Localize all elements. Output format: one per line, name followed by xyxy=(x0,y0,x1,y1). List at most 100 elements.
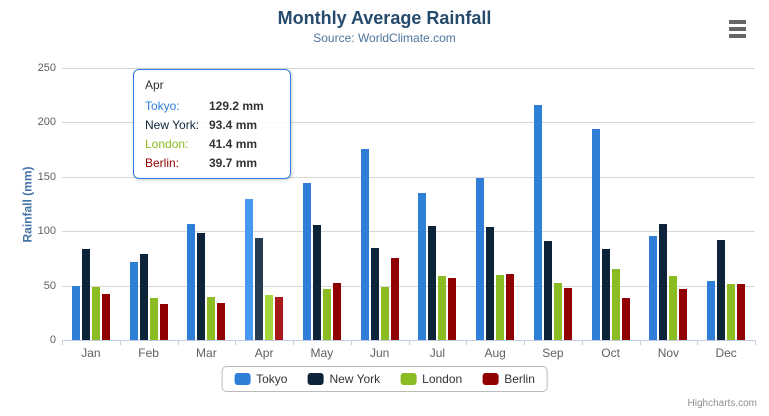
plot-area xyxy=(62,68,755,340)
bar-berlin-jan[interactable] xyxy=(101,293,110,340)
x-axis-label-jan: Jan xyxy=(81,346,101,360)
legend-label-tokyo: Tokyo xyxy=(256,372,288,386)
bar-new-york-aug[interactable] xyxy=(486,226,495,340)
bar-berlin-sep[interactable] xyxy=(563,288,572,340)
x-axis-tick xyxy=(524,340,525,345)
y-axis-label-200: 200 xyxy=(37,116,56,129)
bar-london-may[interactable] xyxy=(322,288,331,340)
bar-new-york-feb[interactable] xyxy=(139,254,148,340)
month-group-jun xyxy=(351,68,409,340)
y-axis-label-50: 50 xyxy=(43,279,56,292)
gridline-100 xyxy=(62,231,755,233)
month-group-nov xyxy=(640,68,698,340)
bar-london-dec[interactable] xyxy=(727,284,736,340)
y-axis-label-250: 250 xyxy=(37,62,56,74)
legend-item-tokyo[interactable]: Tokyo xyxy=(234,372,287,386)
month-group-apr xyxy=(235,68,293,340)
bar-tokyo-may[interactable] xyxy=(302,183,311,340)
bar-tokyo-feb[interactable] xyxy=(129,262,138,340)
bar-berlin-dec[interactable] xyxy=(737,284,746,340)
bar-new-york-may[interactable] xyxy=(312,224,321,340)
bar-new-york-mar[interactable] xyxy=(197,232,206,340)
bar-new-york-dec[interactable] xyxy=(717,239,726,340)
credits-link[interactable]: Highcharts.com xyxy=(687,398,757,409)
x-axis-label-feb: Feb xyxy=(138,346,159,360)
month-group-mar xyxy=(178,68,236,340)
bar-new-york-jan[interactable] xyxy=(81,249,90,340)
bar-tokyo-aug[interactable] xyxy=(476,178,485,340)
bar-berlin-oct[interactable] xyxy=(621,297,630,340)
bar-london-mar[interactable] xyxy=(207,297,216,340)
bar-tokyo-nov[interactable] xyxy=(649,236,658,340)
gridline-200 xyxy=(62,122,755,124)
legend-item-berlin[interactable]: Berlin xyxy=(482,372,535,386)
month-group-oct xyxy=(582,68,640,340)
month-group-may xyxy=(293,68,351,340)
bar-new-york-jun[interactable] xyxy=(370,248,379,340)
bar-tokyo-mar[interactable] xyxy=(187,224,196,340)
chart-title: Monthly Average Rainfall xyxy=(277,8,492,28)
x-axis-label-aug: Aug xyxy=(484,346,506,360)
x-axis-tick xyxy=(62,340,63,345)
legend-swatch-tokyo xyxy=(234,373,251,385)
y-axis-label-100: 100 xyxy=(37,225,56,238)
legend-label-london: London xyxy=(422,372,463,386)
bar-berlin-jul[interactable] xyxy=(448,277,457,340)
legend-swatch-new-york xyxy=(307,373,324,385)
bar-tokyo-sep[interactable] xyxy=(533,104,542,340)
x-axis-tick xyxy=(177,340,179,345)
chart-subtitle: Source: WorldClimate.com xyxy=(313,31,456,45)
bar-new-york-sep[interactable] xyxy=(543,240,552,340)
hamburger-menu-icon xyxy=(729,34,746,38)
x-axis-label-oct: Oct xyxy=(601,346,620,360)
x-axis-label-sep: Sep xyxy=(542,346,564,360)
bar-berlin-apr[interactable] xyxy=(275,296,284,340)
x-axis-tick xyxy=(581,340,583,345)
month-group-aug xyxy=(466,68,524,340)
bar-berlin-mar[interactable] xyxy=(217,302,226,340)
month-group-sep xyxy=(524,68,582,340)
x-axis-tick xyxy=(755,340,756,345)
legend-swatch-berlin xyxy=(482,373,499,385)
bar-new-york-jul[interactable] xyxy=(428,225,437,340)
bar-london-nov[interactable] xyxy=(669,275,678,340)
bar-tokyo-apr[interactable] xyxy=(245,199,254,340)
bar-berlin-nov[interactable] xyxy=(679,289,688,340)
bar-new-york-apr[interactable] xyxy=(255,238,264,340)
bar-london-apr[interactable] xyxy=(265,295,274,340)
x-axis-label-jul: Jul xyxy=(429,346,446,360)
x-axis-tick xyxy=(235,340,237,345)
bar-tokyo-jan[interactable] xyxy=(71,285,80,340)
bar-london-aug[interactable] xyxy=(496,275,505,340)
bar-tokyo-jul[interactable] xyxy=(418,192,427,340)
bar-new-york-nov[interactable] xyxy=(659,224,668,340)
y-axis-title: Rainfall (mm) xyxy=(20,166,35,243)
bar-berlin-may[interactable] xyxy=(332,282,341,340)
bar-london-oct[interactable] xyxy=(611,269,620,340)
month-group-feb xyxy=(120,68,178,340)
bar-berlin-aug[interactable] xyxy=(506,274,515,340)
bar-tokyo-dec[interactable] xyxy=(707,280,716,340)
legend-item-london[interactable]: London xyxy=(400,372,462,386)
x-axis-label-dec: Dec xyxy=(715,346,737,360)
legend-label-berlin: Berlin xyxy=(504,372,535,386)
y-axis-label-0: 0 xyxy=(49,334,56,346)
bar-tokyo-oct[interactable] xyxy=(591,128,600,340)
bar-london-sep[interactable] xyxy=(553,283,562,340)
bar-london-jan[interactable] xyxy=(91,286,100,340)
legend-item-new-york[interactable]: New York xyxy=(307,372,380,386)
x-axis-label-may: May xyxy=(310,346,334,360)
bar-berlin-feb[interactable] xyxy=(159,303,168,340)
bar-tokyo-jun[interactable] xyxy=(360,148,369,340)
hamburger-menu-icon xyxy=(729,27,746,31)
bar-berlin-jun[interactable] xyxy=(390,257,399,340)
bar-london-jun[interactable] xyxy=(380,287,389,340)
bar-london-feb[interactable] xyxy=(149,297,158,340)
x-axis-tick xyxy=(639,340,641,345)
export-menu-button[interactable] xyxy=(729,20,747,38)
x-axis-tick xyxy=(119,340,121,345)
bar-london-jul[interactable] xyxy=(438,275,447,340)
x-axis-tick xyxy=(466,340,468,345)
bar-new-york-oct[interactable] xyxy=(601,249,610,340)
hamburger-menu-icon xyxy=(729,20,746,24)
